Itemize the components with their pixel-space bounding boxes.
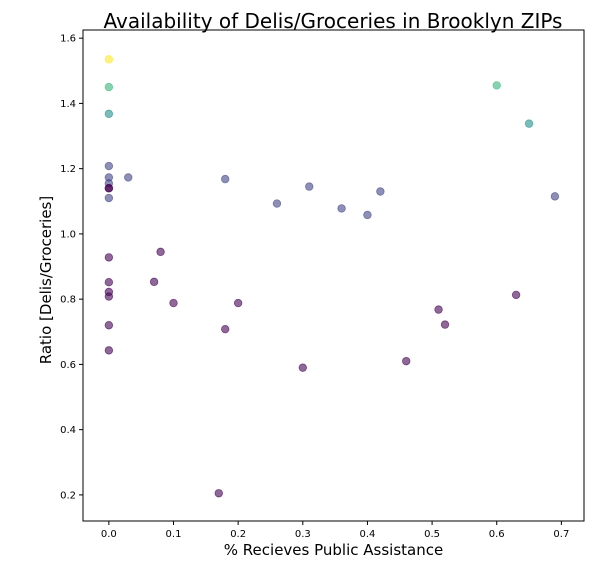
y-tick-label: 1.6 (60, 34, 76, 45)
data-point (124, 173, 133, 182)
y-tick-label: 1.2 (60, 164, 76, 175)
plot-frame (82, 29, 585, 522)
data-point (104, 346, 114, 355)
data-point (492, 81, 501, 90)
data-point (104, 277, 114, 287)
data-point (298, 363, 307, 372)
y-tick-label: 0.8 (60, 295, 76, 306)
data-point (156, 247, 165, 257)
x-tick-label: 0.3 (295, 529, 311, 540)
data-point (524, 119, 534, 128)
x-axis-title: % Recieves Public Assistance (224, 541, 443, 559)
data-point (305, 182, 314, 191)
y-axis-title: Ratio [Delis/Groceries] (37, 196, 55, 364)
y-tick-label: 0.6 (60, 360, 76, 371)
data-point (376, 187, 385, 196)
data-point (149, 277, 159, 287)
data-point (233, 298, 243, 308)
x-tick-label: 0.2 (230, 529, 246, 540)
data-point (104, 55, 114, 64)
data-point (214, 489, 223, 498)
data-point (169, 298, 178, 308)
data-point (511, 290, 521, 300)
y-tick-label: 0.2 (60, 490, 76, 501)
data-points (104, 55, 560, 498)
x-tick-label: 0.6 (489, 529, 505, 540)
data-point (402, 356, 411, 366)
data-point (104, 321, 114, 330)
data-point (440, 320, 450, 329)
data-point (221, 174, 230, 184)
data-point (104, 161, 114, 171)
data-point (337, 204, 346, 213)
data-point (104, 109, 114, 119)
data-point (104, 253, 114, 262)
x-tick-label: 0.1 (166, 529, 182, 540)
data-point (272, 199, 282, 208)
y-axis: 0.2 0.4 0.6 0.8 1.0 1.2 1.4 1.6 (60, 34, 83, 501)
y-tick-label: 1.4 (60, 99, 76, 110)
chart-title: Availability of Delis/Groceries in Brook… (104, 9, 563, 33)
y-tick-label: 1.0 (60, 229, 76, 240)
data-point (434, 305, 443, 314)
x-tick-label: 0.5 (424, 529, 440, 540)
data-point (104, 82, 114, 92)
data-point (104, 292, 114, 301)
x-tick-label: 0.0 (101, 529, 117, 540)
y-tick-label: 0.4 (60, 425, 76, 436)
x-axis: 0.0 0.1 0.2 0.3 0.4 0.5 0.6 0.7 (101, 521, 569, 540)
data-point (104, 193, 114, 203)
x-tick-label: 0.4 (359, 529, 375, 540)
data-point (104, 184, 114, 193)
data-point (363, 210, 372, 220)
data-point (221, 324, 230, 334)
x-tick-label: 0.7 (553, 529, 569, 540)
data-point (550, 192, 560, 201)
